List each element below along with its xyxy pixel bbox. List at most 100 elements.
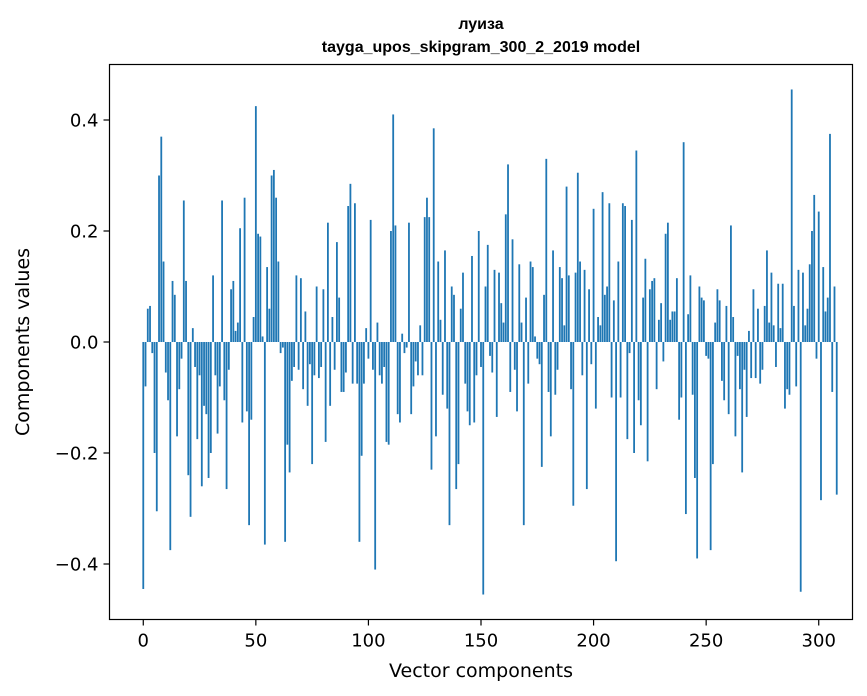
bar-107 — [383, 342, 386, 367]
bar-45 — [243, 197, 246, 342]
bar-119 — [410, 342, 413, 415]
bar-0 — [142, 342, 145, 589]
bar-299 — [815, 342, 818, 359]
bar-8 — [160, 136, 163, 342]
bar-280 — [772, 325, 775, 342]
bar-196 — [583, 269, 586, 342]
bar-125 — [423, 217, 426, 343]
bar-58 — [272, 169, 275, 342]
bar-55 — [266, 267, 269, 342]
bar-290 — [795, 342, 798, 387]
bar-274 — [759, 342, 762, 384]
bar-209 — [612, 300, 615, 343]
bar-256 — [718, 300, 721, 343]
bar-7 — [158, 175, 160, 342]
bar-303 — [824, 311, 827, 342]
bar-93 — [351, 342, 354, 384]
bar-246 — [696, 342, 699, 559]
bar-136 — [448, 342, 451, 526]
bar-281 — [775, 342, 777, 367]
bar-241 — [684, 342, 687, 515]
bar-259 — [725, 305, 728, 342]
bar-114 — [399, 342, 401, 423]
bar-275 — [761, 342, 764, 370]
y-tick-label: −0.4 — [55, 555, 99, 576]
bar-54 — [263, 342, 266, 545]
bar-78 — [317, 342, 320, 379]
bar-279 — [770, 272, 773, 343]
bar-237 — [675, 278, 678, 342]
bar-48 — [250, 342, 253, 420]
bar-216 — [628, 342, 631, 354]
bar-226 — [651, 280, 654, 342]
bar-56 — [268, 308, 271, 342]
bar-192 — [574, 272, 577, 343]
y-tick-label: 0.4 — [70, 111, 99, 132]
bar-85 — [333, 342, 336, 370]
bar-121 — [414, 342, 417, 362]
bar-174 — [534, 336, 536, 342]
bar-66 — [290, 342, 293, 381]
bar-222 — [642, 297, 645, 342]
bar-42 — [236, 322, 239, 342]
bar-200 — [592, 208, 595, 342]
bar-203 — [599, 325, 602, 342]
bar-156 — [493, 269, 496, 342]
bar-126 — [426, 197, 428, 342]
bar-217 — [630, 219, 633, 342]
bar-267 — [743, 342, 746, 370]
bar-234 — [669, 319, 672, 342]
bar-4 — [151, 342, 154, 354]
bar-140 — [457, 342, 460, 465]
bar-208 — [610, 342, 613, 398]
bar-52 — [259, 236, 262, 342]
bar-253 — [712, 342, 714, 465]
bar-300 — [817, 211, 820, 342]
bar-184 — [556, 342, 559, 370]
chart-title: луиза — [458, 16, 503, 33]
bar-167 — [518, 264, 521, 342]
bar-28 — [205, 342, 208, 415]
bar-193 — [576, 172, 579, 342]
bar-160 — [502, 322, 505, 342]
bar-289 — [793, 305, 795, 342]
bar-110 — [390, 231, 392, 342]
bar-231 — [662, 342, 665, 362]
bar-169 — [522, 342, 525, 526]
bar-214 — [624, 206, 626, 342]
bar-72 — [304, 311, 307, 342]
bar-271 — [752, 289, 755, 342]
bar-134 — [444, 250, 446, 342]
bar-53 — [261, 336, 264, 342]
bars-group — [142, 89, 838, 595]
bar-89 — [342, 342, 345, 392]
bar-277 — [766, 250, 768, 342]
bar-39 — [230, 289, 232, 342]
bar-63 — [284, 342, 287, 542]
bar-142 — [462, 272, 464, 343]
bar-62 — [281, 342, 284, 348]
bar-152 — [484, 286, 487, 342]
bar-261 — [730, 225, 732, 342]
bar-304 — [826, 297, 829, 342]
bar-70 — [299, 278, 302, 342]
bar-225 — [648, 289, 651, 342]
bar-264 — [736, 342, 739, 356]
bar-276 — [763, 305, 766, 342]
bar-202 — [597, 317, 599, 342]
bar-229 — [657, 319, 660, 342]
bar-149 — [477, 231, 480, 342]
x-tick-label: 100 — [351, 631, 385, 652]
bar-137 — [450, 286, 453, 342]
x-tick-label: 250 — [689, 631, 723, 652]
bar-117 — [405, 342, 408, 348]
bar-151 — [482, 342, 485, 595]
bar-103 — [374, 342, 377, 570]
bar-177 — [540, 342, 543, 467]
bar-34 — [218, 342, 221, 387]
bar-273 — [757, 308, 759, 342]
bar-123 — [419, 325, 422, 342]
bar-106 — [381, 342, 383, 384]
bar-172 — [529, 261, 532, 342]
bar-57 — [270, 175, 273, 342]
